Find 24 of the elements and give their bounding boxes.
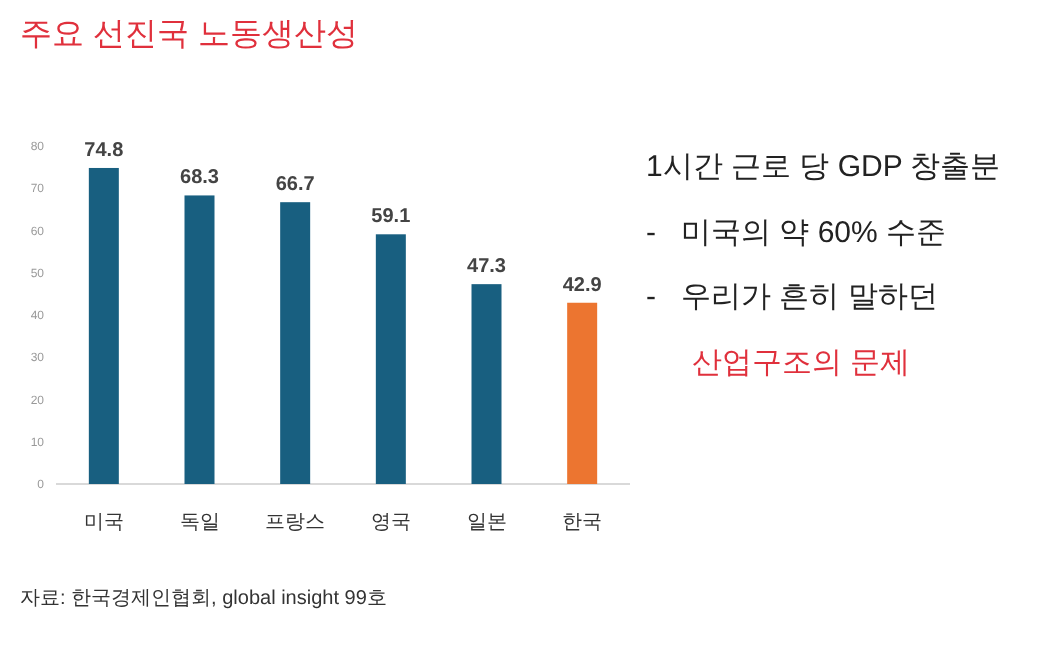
bar (471, 284, 502, 484)
data-label: 66.7 (275, 174, 316, 197)
text: - 우리가 흔히 말하던 (646, 280, 938, 314)
chart-title: 주요 선진국 노동생산성 (20, 18, 358, 52)
bar (567, 302, 598, 484)
text: - 미국의 약 60% 수준 (646, 216, 947, 250)
x-tick-label: 한국 (562, 512, 603, 534)
bar (280, 202, 311, 484)
text: 1시간 근로 당 GDP 창출분 (646, 150, 1001, 184)
data-label: 74.8 (84, 139, 125, 162)
data-label: 59.1 (371, 206, 412, 229)
bar (88, 167, 119, 484)
data-label: 42.9 (562, 274, 603, 297)
x-tick-label: 프랑스 (265, 512, 326, 534)
x-tick-label: 미국 (83, 512, 124, 534)
bar (375, 234, 406, 484)
data-label: 68.3 (180, 167, 220, 190)
x-tick-label: 일본 (466, 512, 507, 534)
data-label: 47.3 (467, 256, 507, 279)
x-tick-label: 영국 (370, 512, 411, 534)
bar (184, 195, 215, 484)
text: 산업구조의 문제 (692, 346, 911, 380)
text: 자료: 한국경제인협회, global insight 99호 (20, 588, 387, 610)
x-tick-label: 독일 (179, 512, 220, 534)
